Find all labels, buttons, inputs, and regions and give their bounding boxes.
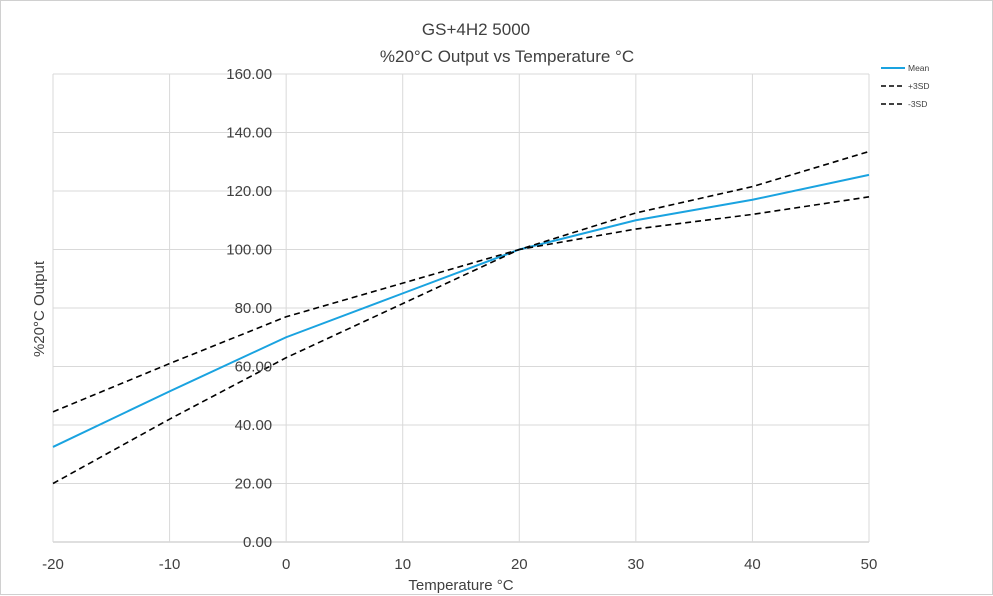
y-tick-label: 60.00	[235, 359, 273, 376]
x-tick-label: 30	[628, 556, 645, 573]
y-tick-label: 160.00	[226, 66, 272, 83]
legend-label: -3SD	[908, 99, 927, 109]
x-tick-label: 40	[744, 556, 761, 573]
x-tick-label: 10	[394, 556, 411, 573]
legend: Mean +3SD -3SD	[881, 63, 930, 109]
tick-labels: 0.00 20.00 40.00 60.00 80.00 100.00 120.00 140.…	[42, 66, 877, 573]
chart-title: GS+4H2 5000	[422, 20, 530, 39]
x-tick-label: 50	[861, 556, 878, 573]
series-line-mean	[52, 173, 870, 448]
series-lines	[52, 150, 870, 485]
x-tick-label: 20	[511, 556, 528, 573]
y-tick-label: 20.00	[235, 476, 273, 493]
gridlines	[52, 73, 870, 543]
chart-subtitle: %20°C Output vs Temperature °C	[380, 47, 634, 66]
y-axis-title: %20°C Output	[31, 260, 48, 357]
y-tick-label: 0.00	[243, 534, 272, 551]
y-tick-label: 40.00	[235, 417, 273, 434]
legend-label: +3SD	[908, 81, 930, 91]
series-line-3sd	[52, 150, 870, 413]
x-tick-label: 0	[282, 556, 290, 573]
y-tick-label: 140.00	[226, 125, 272, 142]
x-tick-label: -10	[159, 556, 181, 573]
legend-label: Mean	[908, 63, 930, 73]
series-line-3sd	[52, 196, 870, 485]
y-tick-label: 80.00	[235, 300, 273, 317]
y-tick-label: 120.00	[226, 183, 272, 200]
x-axis-title: Temperature °C	[408, 577, 513, 594]
x-tick-label: -20	[42, 556, 64, 573]
y-tick-label: 100.00	[226, 242, 272, 259]
